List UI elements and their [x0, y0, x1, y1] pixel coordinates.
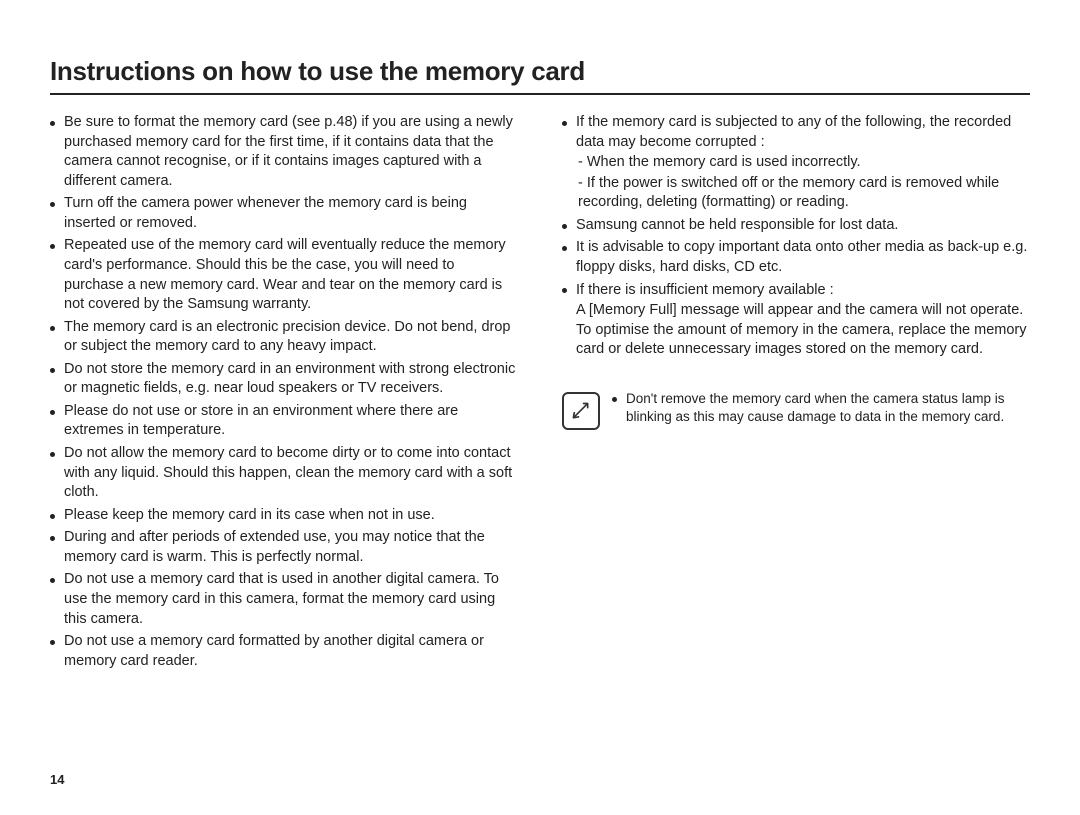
- bullet-item: Please do not use or store in an environ…: [50, 402, 518, 441]
- right-bullet-list: If the memory card is subjected to any o…: [562, 113, 1030, 360]
- sub-item: - When the memory card is used incorrect…: [576, 153, 1030, 173]
- bullet-item: The memory card is an electronic precisi…: [50, 318, 518, 357]
- bullet-continuation: A [Memory Full] message will appear and …: [576, 301, 1030, 360]
- bullet-item: If the memory card is subjected to any o…: [562, 113, 1030, 213]
- bullet-item: Do not allow the memory card to become d…: [50, 444, 518, 503]
- left-bullet-list: Be sure to format the memory card (see p…: [50, 113, 518, 671]
- note-bullet: Don't remove the memory card when the ca…: [612, 390, 1030, 426]
- bullet-item: If there is insufficient memory availabl…: [562, 281, 1030, 360]
- page-title: Instructions on how to use the memory ca…: [50, 56, 1030, 95]
- left-column: Be sure to format the memory card (see p…: [50, 113, 518, 674]
- bullet-item: Be sure to format the memory card (see p…: [50, 113, 518, 191]
- note-icon: [562, 392, 600, 430]
- bullet-item: Please keep the memory card in its case …: [50, 506, 518, 526]
- manual-page: Instructions on how to use the memory ca…: [0, 0, 1080, 815]
- sub-item: - If the power is switched off or the me…: [576, 174, 1030, 213]
- bullet-text: If the memory card is subjected to any o…: [576, 114, 1011, 150]
- bullet-item: Do not use a memory card formatted by an…: [50, 632, 518, 671]
- bullet-item: Repeated use of the memory card will eve…: [50, 236, 518, 314]
- bullet-item: It is advisable to copy important data o…: [562, 238, 1030, 277]
- page-number: 14: [50, 772, 64, 787]
- bullet-item: During and after periods of extended use…: [50, 528, 518, 567]
- bullet-item: Turn off the camera power whenever the m…: [50, 194, 518, 233]
- note-text: Don't remove the memory card when the ca…: [612, 390, 1030, 429]
- bullet-item: Samsung cannot be held responsible for l…: [562, 216, 1030, 236]
- content-columns: Be sure to format the memory card (see p…: [50, 113, 1030, 674]
- bullet-item: Do not use a memory card that is used in…: [50, 570, 518, 629]
- bullet-item: Do not store the memory card in an envir…: [50, 360, 518, 399]
- note-callout: Don't remove the memory card when the ca…: [562, 390, 1030, 430]
- right-column: If the memory card is subjected to any o…: [562, 113, 1030, 674]
- bullet-text: If there is insufficient memory availabl…: [576, 282, 834, 298]
